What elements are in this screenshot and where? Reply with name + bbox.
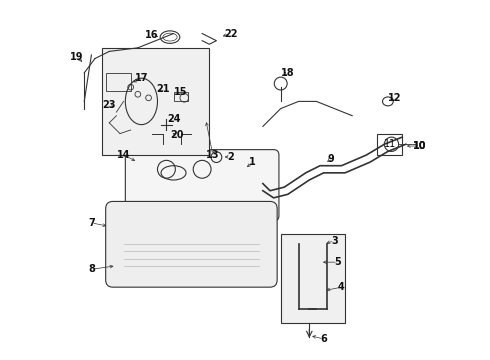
Text: 10: 10 bbox=[413, 141, 427, 151]
Text: 14: 14 bbox=[117, 150, 130, 160]
Text: 7: 7 bbox=[88, 218, 95, 228]
Text: 18: 18 bbox=[281, 68, 294, 78]
Text: 19: 19 bbox=[71, 52, 84, 62]
Text: 11: 11 bbox=[384, 139, 396, 149]
Text: 16: 16 bbox=[146, 30, 159, 40]
Text: 5: 5 bbox=[335, 257, 341, 267]
Bar bbox=[106, 73, 131, 91]
Text: 6: 6 bbox=[320, 334, 327, 344]
Text: 2: 2 bbox=[227, 152, 234, 162]
Bar bbox=[377, 134, 402, 155]
Text: 13: 13 bbox=[206, 150, 220, 160]
Text: 23: 23 bbox=[102, 100, 116, 110]
Text: 4: 4 bbox=[338, 282, 345, 292]
Text: 17: 17 bbox=[135, 73, 148, 83]
Text: 22: 22 bbox=[224, 28, 238, 39]
Text: 12: 12 bbox=[388, 93, 402, 103]
FancyBboxPatch shape bbox=[125, 150, 279, 221]
Text: 15: 15 bbox=[174, 87, 188, 98]
Bar bbox=[102, 48, 209, 155]
Text: 1: 1 bbox=[249, 157, 255, 167]
Bar bbox=[281, 234, 345, 323]
FancyBboxPatch shape bbox=[106, 202, 277, 287]
Text: 21: 21 bbox=[156, 84, 170, 94]
Text: 3: 3 bbox=[331, 236, 338, 246]
Text: 20: 20 bbox=[171, 130, 184, 140]
Text: 8: 8 bbox=[88, 264, 95, 274]
Text: 24: 24 bbox=[167, 114, 180, 124]
Bar bbox=[173, 93, 188, 102]
Text: 9: 9 bbox=[327, 154, 334, 163]
Text: 10: 10 bbox=[413, 141, 427, 151]
